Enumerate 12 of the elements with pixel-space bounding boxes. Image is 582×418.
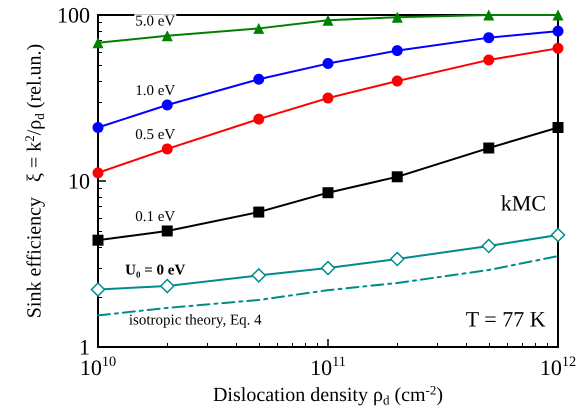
- series-label: 1.0 eV: [135, 82, 176, 99]
- y-tick-label: 1: [79, 334, 90, 360]
- y-axis-title: Sink efficiency ξ = k2/ρd (rel.un.): [22, 44, 47, 318]
- series-label: 5.0 eV: [135, 14, 176, 30]
- series-label: isotropic theory, Eq. 4: [128, 312, 262, 328]
- annotation: T = 77 K: [466, 306, 546, 332]
- series-label: 0.1 eV: [135, 208, 176, 225]
- y-tick-label: 100: [57, 2, 90, 28]
- series-label: U₀ = 0 eV: [125, 262, 186, 278]
- annotation: kMC: [500, 190, 546, 216]
- y-tick-label: 10: [68, 168, 90, 194]
- series-label: 0.5 eV: [135, 126, 176, 143]
